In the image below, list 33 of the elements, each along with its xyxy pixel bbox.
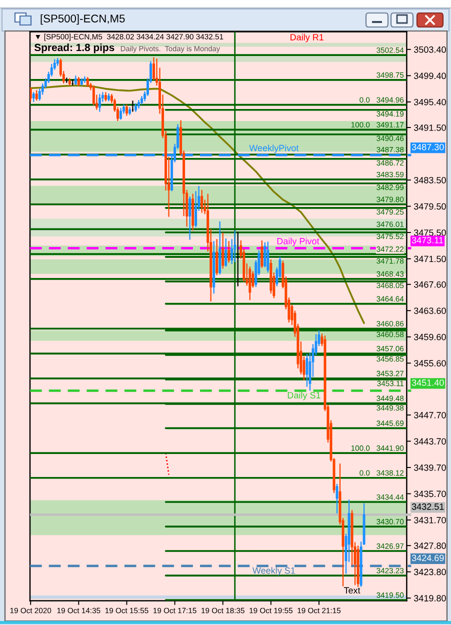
- y-tick-label: 3471.50: [414, 256, 446, 262]
- annotation: Daily R1: [290, 34, 324, 42]
- y-tick-label: 3435.70: [414, 490, 446, 498]
- annotation: Weekly S1: [252, 567, 295, 576]
- y-tick-label: 3443.70: [414, 438, 446, 445]
- y-tick-label: 3423.80: [414, 568, 446, 576]
- annotation: Daily S1: [288, 392, 320, 400]
- y-tick-label: 3427.80: [414, 542, 446, 549]
- y-tick-label: 3499.40: [414, 72, 446, 80]
- y-tick-label: 3463.60: [414, 308, 446, 314]
- y-tick-label: 3483.50: [414, 176, 446, 184]
- y-tick-label: 3447.70: [414, 412, 446, 418]
- y-tick-label: 3495.40: [414, 98, 446, 106]
- y-tick-label: 3479.50: [414, 203, 446, 210]
- y-tick-label: 3459.60: [414, 334, 446, 340]
- y-tick-label: 3419.80: [414, 595, 446, 602]
- annotation: WeeklyPivot: [249, 144, 299, 153]
- y-tick-label: 3475.50: [414, 229, 446, 236]
- ref-line-label: 3432.51: [412, 503, 444, 510]
- annotation: Text: [344, 587, 360, 594]
- annotation: Daily Pivot: [277, 238, 320, 246]
- y-tick-label: 3431.70: [414, 516, 446, 524]
- ref-line-label: 3451.40: [412, 379, 444, 386]
- y-tick-label: 3503.40: [414, 46, 446, 53]
- y-tick-label: 3467.60: [414, 281, 446, 288]
- y-tick-label: 3491.50: [414, 124, 446, 131]
- chart-title: [SP500]-ECN,M5: [40, 14, 125, 25]
- ref-line-label: 3487.30: [412, 144, 444, 150]
- annotation: Spread: 1.8 pips: [34, 44, 114, 54]
- ref-line-label: 3424.69: [412, 554, 444, 562]
- y-tick-label: 3455.60: [414, 360, 446, 366]
- y-tick-label: 3439.70: [414, 464, 446, 471]
- ref-line-label: 3473.11: [412, 236, 444, 244]
